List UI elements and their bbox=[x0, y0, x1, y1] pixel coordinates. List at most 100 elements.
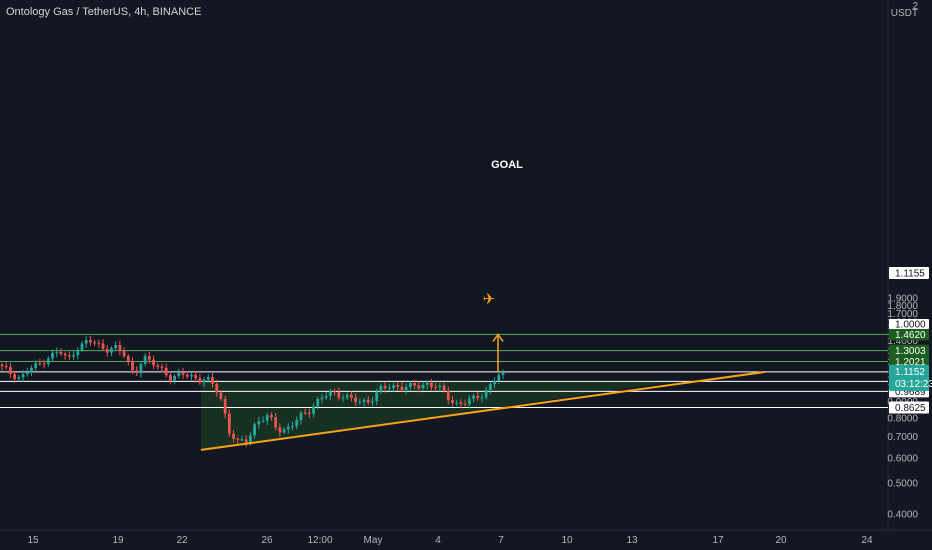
candle-body bbox=[51, 352, 54, 359]
candle-body bbox=[93, 342, 97, 344]
candle-body bbox=[190, 374, 193, 377]
y-tick-label: 1.4000 bbox=[887, 336, 918, 347]
candle-body bbox=[30, 367, 33, 373]
candle-body bbox=[299, 412, 303, 421]
goal-arrow-head bbox=[492, 333, 504, 342]
level-tag-green: 1.3003 bbox=[889, 344, 929, 357]
candle-body bbox=[274, 417, 278, 428]
candle-body bbox=[350, 394, 353, 398]
candle-body bbox=[211, 377, 214, 384]
candle-body bbox=[472, 395, 475, 399]
level-tag-green: 1.4620 bbox=[889, 328, 929, 341]
candle-body bbox=[408, 383, 412, 388]
svg-text:1.3003: 1.3003 bbox=[895, 346, 926, 357]
level-tag-green: 1.2021 bbox=[889, 355, 929, 368]
candle-body bbox=[501, 371, 505, 375]
candle-body bbox=[366, 399, 370, 403]
candle-body bbox=[177, 372, 181, 376]
y-tick-label: 1.7000 bbox=[887, 309, 918, 320]
candle-body bbox=[105, 348, 109, 353]
x-tick-label: May bbox=[364, 535, 383, 546]
candle-body bbox=[126, 356, 130, 362]
candle-body bbox=[185, 374, 189, 377]
candle-body bbox=[476, 395, 480, 398]
candle-body bbox=[118, 344, 122, 351]
candle-body bbox=[392, 385, 395, 388]
y-tick-label: 0.6000 bbox=[887, 453, 918, 464]
candle-body bbox=[17, 377, 21, 379]
y-tick-label: 0.7000 bbox=[887, 432, 918, 443]
candle-body bbox=[345, 394, 349, 398]
candle-body bbox=[156, 365, 160, 367]
x-tick-label: 17 bbox=[712, 535, 724, 546]
candle-body bbox=[442, 385, 446, 391]
x-tick-label: 24 bbox=[861, 535, 873, 546]
candle-body bbox=[455, 402, 459, 404]
candle-body bbox=[303, 412, 307, 414]
x-tick-label: 20 bbox=[775, 535, 787, 546]
candle-body bbox=[467, 398, 471, 405]
x-tick-label: 7 bbox=[498, 535, 504, 546]
candle-body bbox=[497, 374, 501, 382]
y-tick-label: 2 bbox=[912, 1, 918, 12]
candle-body bbox=[72, 355, 75, 357]
candle-body bbox=[63, 353, 67, 356]
candle-body bbox=[417, 385, 421, 389]
candle-body bbox=[253, 424, 257, 436]
candle-body bbox=[379, 386, 383, 392]
candle-body bbox=[421, 384, 425, 389]
last-price-value: 1.1152 bbox=[895, 367, 925, 378]
candle-body bbox=[42, 363, 46, 365]
candle-body bbox=[76, 350, 80, 356]
y-tick-label: 0.5000 bbox=[887, 479, 918, 490]
y-tick-label: 0.4000 bbox=[887, 509, 918, 520]
candles bbox=[0, 335, 505, 447]
candle-body bbox=[257, 421, 261, 425]
candle-body bbox=[0, 364, 4, 366]
x-tick-label: 19 bbox=[112, 535, 124, 546]
candle-body bbox=[198, 378, 202, 383]
candle-body bbox=[169, 375, 172, 381]
candle-body bbox=[261, 420, 265, 422]
candle-body bbox=[152, 359, 155, 366]
ascending-trendline bbox=[200, 370, 766, 451]
x-tick-label: 4 bbox=[435, 535, 441, 546]
goal-label: GOAL bbox=[491, 159, 523, 171]
currency-label: USDT bbox=[891, 8, 918, 19]
candle-body bbox=[202, 379, 206, 383]
candle-body bbox=[265, 415, 269, 421]
level-tag-white: 0.8625 bbox=[889, 401, 929, 414]
x-tick-label: 12:00 bbox=[307, 535, 332, 546]
candle-body bbox=[236, 438, 240, 440]
candle-body bbox=[194, 374, 198, 379]
candle-body bbox=[181, 372, 185, 375]
svg-text:1.4620: 1.4620 bbox=[895, 330, 926, 341]
candle-body bbox=[480, 397, 484, 399]
candle-body bbox=[270, 415, 273, 418]
candle-body bbox=[320, 397, 324, 400]
candle-body bbox=[114, 344, 118, 349]
candle-body bbox=[286, 426, 290, 430]
candle-body bbox=[316, 399, 320, 407]
candle-body bbox=[173, 375, 177, 381]
candle-body bbox=[387, 387, 391, 389]
candle-body bbox=[248, 435, 252, 443]
candle-body bbox=[131, 361, 134, 371]
candle-body bbox=[438, 385, 442, 388]
candle-body bbox=[55, 351, 59, 353]
x-tick-label: 22 bbox=[176, 535, 188, 546]
candle-body bbox=[434, 386, 438, 388]
candle-body bbox=[219, 392, 223, 399]
candle-body bbox=[147, 356, 151, 360]
candle-body bbox=[240, 439, 244, 441]
candle-body bbox=[244, 439, 248, 443]
candle-body bbox=[4, 365, 8, 368]
candle-body bbox=[484, 390, 488, 398]
airplane-icon: ✈ bbox=[483, 290, 496, 308]
candle-body bbox=[46, 358, 50, 364]
price-tag-1-0000: 1.0000 bbox=[889, 319, 929, 331]
candle-body bbox=[328, 391, 332, 397]
svg-text:0.8625: 0.8625 bbox=[895, 403, 926, 414]
